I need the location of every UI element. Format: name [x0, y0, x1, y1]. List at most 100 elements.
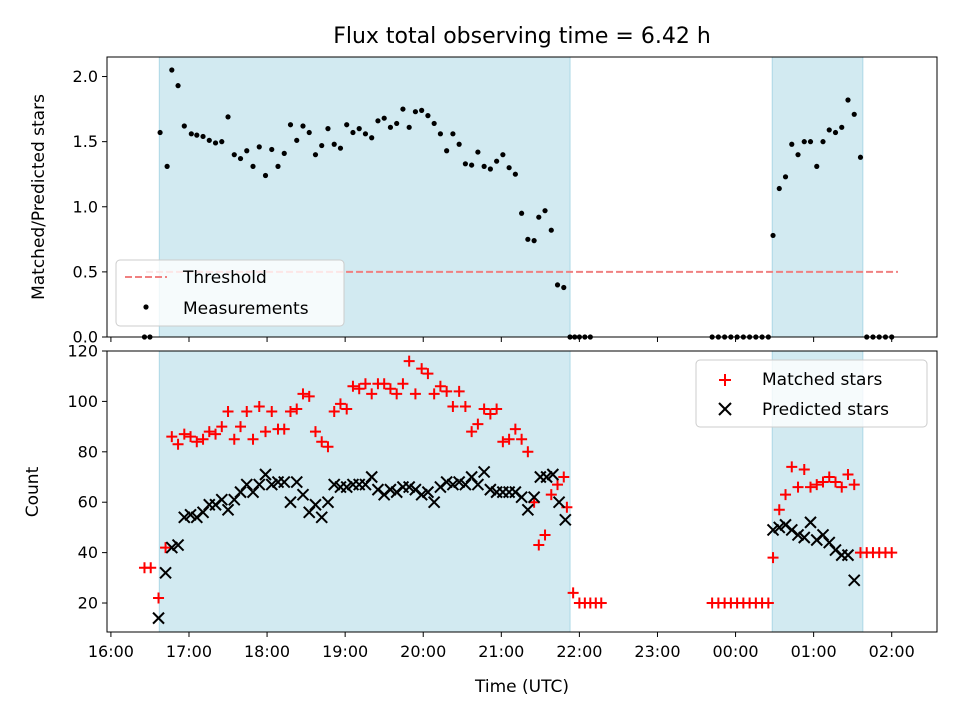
- measurement-point: [287, 122, 294, 128]
- predicted-star-point: [546, 468, 560, 481]
- matched-star-point: [247, 433, 259, 445]
- measurement-point: [542, 208, 548, 214]
- x-tick-label: 17:00: [166, 642, 212, 661]
- matched-star-point: [762, 597, 774, 609]
- predicted-star-point: [278, 475, 291, 489]
- measurement-point: [312, 152, 319, 158]
- matched-star-point: [811, 479, 823, 491]
- y-tick-label: 40: [78, 543, 98, 562]
- matched-star-point: [366, 388, 378, 400]
- matched-star-point: [767, 552, 779, 564]
- predicted-star-point: [440, 475, 453, 489]
- matched-star-point: [453, 385, 465, 397]
- matched-star-point: [428, 388, 440, 400]
- measurement-point: [325, 126, 331, 132]
- matched-star-point: [178, 428, 190, 440]
- predicted-star-point: [384, 483, 397, 496]
- measurement-point: [400, 106, 406, 112]
- predicted-star-point: [321, 496, 335, 509]
- measurement-point: [319, 142, 325, 149]
- matched-star-point: [823, 471, 835, 483]
- predicted-star-point: [791, 528, 805, 542]
- predicted-star-point: [340, 480, 353, 494]
- matched-star-point: [842, 468, 854, 480]
- matched-star-point: [409, 388, 421, 400]
- bottom-plot-frame: [106, 350, 938, 633]
- measurement-point: [375, 118, 381, 124]
- predicted-star-point: [171, 538, 185, 552]
- matched-star-point: [228, 433, 240, 445]
- measurement-point: [387, 124, 394, 130]
- matched-star-point: [291, 403, 303, 415]
- measurement-point: [431, 120, 437, 127]
- measurement-point: [469, 162, 475, 168]
- matched-star-point: [191, 436, 203, 448]
- measurement-point: [561, 284, 567, 291]
- matched-star-point: [466, 426, 478, 438]
- matched-star-point: [786, 461, 798, 473]
- measurement-point: [832, 129, 839, 136]
- x-tick-label: 01:00: [791, 642, 837, 661]
- measurement-point: [344, 122, 350, 128]
- predicted-star-points: [152, 465, 861, 625]
- measurement-point: [394, 120, 400, 127]
- y-tick-label: 2.0: [73, 67, 98, 86]
- matched-star-point: [316, 436, 328, 448]
- predicted-star-point: [848, 574, 861, 587]
- matched-star-point: [241, 405, 253, 417]
- legend-predicted-swatch: [718, 402, 732, 416]
- measurement-point: [548, 227, 554, 233]
- matched-star-point: [384, 383, 396, 395]
- measurement-point: [194, 132, 200, 138]
- y-tick-label: 120: [67, 342, 98, 361]
- x-tick-label: 19:00: [322, 642, 368, 661]
- x-tick-label: 23:00: [634, 642, 680, 661]
- measurement-point: [437, 131, 444, 137]
- matched-star-point: [235, 421, 247, 433]
- x-tick-label: 18:00: [244, 642, 290, 661]
- measurement-point: [525, 236, 531, 242]
- measurement-point: [776, 185, 782, 192]
- x-tick-label: 02:00: [869, 642, 915, 661]
- matched-star-point: [260, 426, 272, 438]
- predicted-star-point: [253, 478, 266, 491]
- measurement-point: [269, 146, 275, 153]
- matched-star-point: [434, 380, 446, 392]
- matched-star-point: [378, 378, 390, 390]
- matched-star-point: [441, 385, 453, 397]
- matched-star-point: [497, 436, 509, 448]
- top-legend: Threshold Measurements: [115, 259, 345, 327]
- measurement-point: [369, 135, 375, 141]
- matched-star-point: [595, 597, 607, 609]
- measurement-point: [450, 131, 456, 137]
- measurement-point: [306, 129, 312, 136]
- matched-star-point: [817, 476, 829, 488]
- measurement-point: [419, 107, 425, 113]
- measurement-point: [356, 126, 362, 132]
- top-y-ticks: 0.0 0.5 1.0 1.5 2.0: [73, 67, 107, 347]
- predicted-star-point: [798, 531, 811, 544]
- matched-star-point: [153, 592, 165, 604]
- measurement-point: [300, 123, 306, 129]
- matched-star-point: [172, 438, 184, 450]
- matched-star-point: [359, 378, 371, 390]
- bottom-panel: 20 40 60 80 100 120 16:00 17:00 18:00 19:00 20:00…: [23, 342, 938, 697]
- top-plot-frame: [106, 56, 938, 338]
- measurement-point: [782, 174, 789, 180]
- measurement-point: [789, 141, 795, 147]
- measurement-point: [381, 115, 387, 121]
- legend-matched-label: Matched stars: [762, 370, 882, 390]
- matched-star-point: [503, 433, 515, 445]
- measurement-point: [362, 131, 369, 137]
- measurement-point: [250, 163, 256, 169]
- predicted-star-point: [766, 523, 780, 537]
- matched-star-point: [792, 481, 804, 493]
- measurement-point: [531, 238, 537, 244]
- matched-star-points: [138, 355, 898, 609]
- matched-star-point: [522, 446, 534, 458]
- predicted-star-point: [315, 511, 328, 524]
- matched-star-point: [284, 405, 296, 417]
- predicted-star-point: [773, 521, 786, 534]
- matched-star-point: [848, 479, 860, 491]
